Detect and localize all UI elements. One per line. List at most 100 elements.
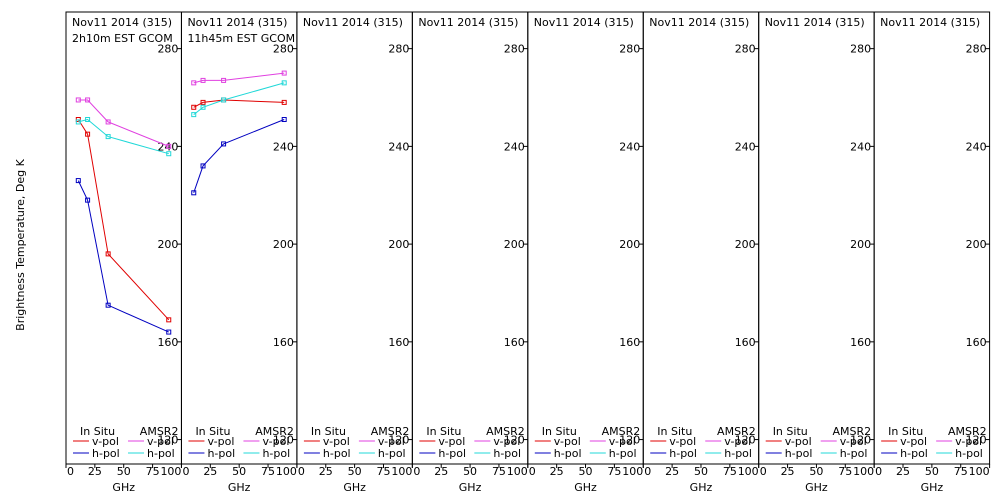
data-point [75, 119, 81, 125]
data-point [191, 112, 197, 118]
x-tick-label: 100 [276, 465, 297, 478]
legend-insitu-title: In Situ [195, 425, 230, 438]
legend-amsr2-hpol-label: h-pol [262, 447, 290, 460]
panel-1: Nov11 2014 (315) 2h10m EST GCOM 120 160 200 2… [65, 11, 182, 494]
x-tick-label: 75 [838, 465, 852, 478]
data-point [105, 251, 111, 257]
x-tick-label: 75 [954, 465, 968, 478]
data-point [221, 97, 227, 103]
x-tick-label: 100 [622, 465, 643, 478]
x-tick-label: 75 [492, 465, 506, 478]
y-tick-label: 120 [966, 434, 987, 447]
y-tick-label: 160 [966, 336, 987, 349]
y-tick-label: 120 [273, 434, 294, 447]
data-point [85, 117, 91, 123]
panel-subtitle: 2h10m EST GCOM [72, 32, 173, 45]
y-tick-label: 280 [504, 43, 525, 56]
panel-title: Nov11 2014 (315) [534, 16, 634, 29]
y-tick-label: 200 [388, 238, 409, 251]
x-tick-label: 0 [413, 465, 420, 478]
x-tick-label: 100 [969, 465, 990, 478]
y-tick-label: 160 [388, 336, 409, 349]
data-point [75, 97, 81, 103]
legend-amsr2-vpol-label: v-pol [147, 435, 174, 448]
y-tick-label: 280 [735, 43, 756, 56]
legend-amsr2-vpol-label: v-pol [262, 435, 289, 448]
data-point [166, 317, 172, 323]
series-line [78, 99, 169, 147]
legend-amsr2-title: AMSR2 [255, 425, 294, 438]
x-tick-label: 100 [160, 465, 181, 478]
x-tick-label: 100 [738, 465, 759, 478]
y-tick-label: 120 [735, 434, 756, 447]
data-point [105, 302, 111, 308]
x-tick-label: 50 [694, 465, 708, 478]
data-point [221, 77, 227, 83]
y-tick-label: 280 [619, 43, 640, 56]
x-tick-label: 0 [182, 465, 189, 478]
x-tick-label: 25 [896, 465, 910, 478]
data-point [281, 117, 287, 123]
x-tick-label: 75 [376, 465, 390, 478]
panel-title: Nov11 2014 (315) [187, 16, 287, 29]
data-point [191, 190, 197, 196]
y-tick-label: 240 [735, 140, 756, 153]
x-tick-label: 25 [434, 465, 448, 478]
series-line [193, 119, 285, 193]
y-tick-label: 120 [157, 434, 178, 447]
legend-insitu-hpol-label: h-pol [900, 447, 928, 460]
x-tick-label: 100 [391, 465, 412, 478]
legend-amsr2-vpol-label: v-pol [840, 435, 867, 448]
legend-insitu-hpol-label: h-pol [785, 447, 813, 460]
series-line [77, 119, 170, 321]
data-point [166, 143, 172, 149]
x-tick-label: 50 [579, 465, 593, 478]
x-tick-label: 0 [760, 465, 767, 478]
legend-amsr2-vpol-label: v-pol [378, 435, 405, 448]
legend-amsr2-title: AMSR2 [717, 425, 756, 438]
y-tick-label: 200 [273, 238, 294, 251]
y-tick-label: 280 [966, 43, 987, 56]
data-point [85, 97, 91, 103]
series-line [77, 180, 170, 333]
y-tick-label: 120 [504, 434, 525, 447]
x-tick-label: 50 [925, 465, 939, 478]
legend-insitu-hpol-label: h-pol [92, 447, 120, 460]
legend-insitu-title: In Situ [311, 425, 346, 438]
y-tick-label: 280 [850, 43, 871, 56]
y-tick-label: 200 [966, 238, 987, 251]
y-tick-label: 160 [850, 336, 871, 349]
panel-subtitle: 11h45m EST GCOM [187, 32, 295, 45]
data-point [75, 178, 81, 184]
data-point [200, 104, 206, 110]
legend-insitu-hpol-label: h-pol [438, 447, 466, 460]
panel-title: Nov11 2014 (315) [72, 16, 172, 29]
y-tick-label: 160 [157, 336, 178, 349]
data-point [200, 163, 206, 169]
x-tick-label: 25 [203, 465, 217, 478]
x-axis-label: GHz [343, 481, 366, 494]
x-axis-label: GHz [459, 481, 482, 494]
y-tick-label: 240 [966, 140, 987, 153]
y-tick-label: 200 [157, 238, 178, 251]
legend-amsr2-title: AMSR2 [833, 425, 872, 438]
data-point [200, 77, 206, 83]
legend-amsr2-title: AMSR2 [602, 425, 641, 438]
panel-title: Nov11 2014 (315) [303, 16, 403, 29]
legend-insitu-title: In Situ [657, 425, 692, 438]
legend-insitu-vpol-label: v-pol [323, 435, 350, 448]
panel-6: Nov11 2014 (315) 120 160 200 240 280 0 25 50 75 10… [642, 11, 760, 494]
x-axis-label: GHz [228, 481, 251, 494]
x-tick-label: 0 [875, 465, 882, 478]
legend-amsr2-hpol-label: h-pol [724, 447, 752, 460]
legend-amsr2-hpol-label: h-pol [609, 447, 637, 460]
legend-insitu-hpol-label: h-pol [207, 447, 235, 460]
x-axis-label: GHz [112, 481, 135, 494]
x-tick-label: 25 [781, 465, 795, 478]
x-tick-label: 0 [67, 465, 74, 478]
y-tick-label: 200 [504, 238, 525, 251]
x-tick-label: 50 [463, 465, 477, 478]
panel-8: Nov11 2014 (315) 120 160 200 240 280 0 25 50 75 10… [873, 11, 991, 494]
y-tick-label: 160 [273, 336, 294, 349]
legend-insitu-vpol-label: v-pol [669, 435, 696, 448]
